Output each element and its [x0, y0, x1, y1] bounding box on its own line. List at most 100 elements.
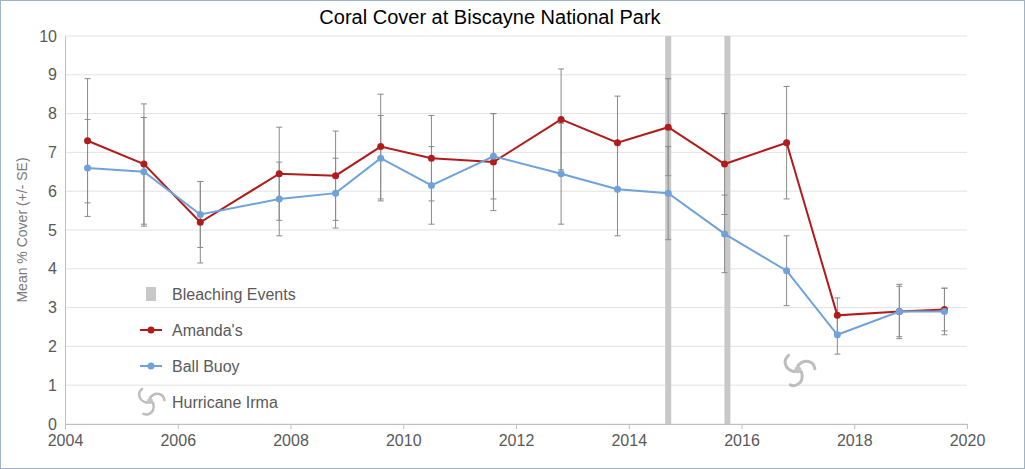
series-point [896, 308, 903, 315]
grid-line [65, 113, 967, 114]
series-point [834, 331, 841, 338]
error-bar [197, 182, 203, 263]
error-bar [896, 286, 902, 336]
legend-swatch [146, 287, 156, 301]
error-bar [834, 315, 840, 354]
series-point [665, 190, 672, 197]
y-tick: 2 [48, 338, 65, 355]
series-point [558, 170, 565, 177]
series-point [941, 308, 948, 315]
legend-label: Bleaching Events [172, 286, 296, 303]
bleaching-band [665, 36, 671, 424]
x-tick-label: 2010 [386, 432, 422, 449]
series-point [428, 182, 435, 189]
series-point [783, 267, 790, 274]
grid-line [65, 268, 967, 269]
grid [65, 36, 967, 424]
error-bar [490, 114, 496, 199]
x-tick-label: 2018 [837, 432, 873, 449]
series-point [140, 161, 147, 168]
x-tick-label: 2012 [499, 432, 535, 449]
icon-arm [150, 394, 164, 400]
legend-label: Amanda's [172, 322, 243, 339]
x-tick: 2018 [837, 424, 873, 449]
y-tick: 8 [48, 105, 65, 122]
legend-icon [137, 389, 165, 417]
grid-line [65, 385, 967, 386]
y-tick-label: 2 [48, 338, 57, 355]
x-tick-mark [854, 424, 855, 429]
series-point [665, 124, 672, 131]
series-point [332, 190, 339, 197]
grid-line [65, 74, 967, 75]
series-point [721, 161, 728, 168]
error-bar [378, 116, 384, 201]
series-point [428, 155, 435, 162]
legend-label: Hurricane Irma [172, 394, 278, 411]
y-axis-line [65, 37, 66, 425]
x-tick-mark [403, 424, 404, 429]
y-tick: 1 [48, 377, 65, 394]
error-bar [558, 123, 564, 224]
y-tick: 0 [48, 416, 65, 433]
series-point [84, 137, 91, 144]
legend: Bleaching Events Amanda's Ball Buoy Hurrica… [137, 286, 296, 417]
grid-line [65, 346, 967, 347]
legend-item: Hurricane Irma [137, 389, 278, 417]
y-tick-label: 6 [48, 183, 57, 200]
x-tick-label: 2016 [724, 432, 760, 449]
x-axis: 200420062008201020122014201620182020 [48, 424, 986, 449]
x-tick-label: 2006 [160, 432, 196, 449]
error-bar [784, 236, 790, 306]
frame [1, 1, 1025, 469]
x-tick-label: 2008 [273, 432, 309, 449]
y-tick: 6 [48, 183, 65, 200]
x-tick-mark [629, 424, 630, 429]
x-tick-mark [742, 424, 743, 429]
icon-arm [798, 361, 815, 368]
series-point [197, 219, 204, 226]
x-tick-mark [291, 424, 292, 429]
legend-label: Ball Buoy [172, 358, 240, 375]
error-bar [141, 117, 147, 226]
error-bar [333, 158, 339, 228]
y-tick-label: 10 [39, 28, 57, 45]
series-point [197, 211, 204, 218]
x-tick-label: 2014 [611, 432, 647, 449]
y-tick-label: 1 [48, 377, 57, 394]
y-tick-label: 0 [48, 416, 57, 433]
error-bar [722, 195, 728, 273]
x-tick-mark [516, 424, 517, 429]
y-tick-label: 3 [48, 299, 57, 316]
y-axis-title: Mean % Cover (+/- SE) [14, 157, 30, 302]
grid-line [65, 152, 967, 153]
error-bar [276, 162, 282, 236]
y-tick-label: 4 [48, 260, 57, 277]
series-point [332, 172, 339, 179]
error-bar [896, 284, 902, 338]
series-point [377, 155, 384, 162]
chart-svg: 2004200620082010201220142016201820200123… [0, 0, 1025, 469]
error-bar [614, 143, 620, 236]
error-bars [85, 69, 948, 354]
y-tick-label: 5 [48, 222, 57, 239]
y-tick-label: 7 [48, 144, 57, 161]
series-line [88, 156, 945, 334]
x-tick-mark [178, 424, 179, 429]
x-tick: 2016 [724, 424, 760, 449]
series-point [834, 312, 841, 319]
error-bar [428, 116, 434, 201]
y-tick: 7 [48, 144, 65, 161]
series-point [276, 170, 283, 177]
hurricane-icon [782, 355, 815, 388]
legend-item: Amanda's [140, 322, 243, 339]
x-tick: 2012 [499, 424, 535, 449]
series-point [558, 116, 565, 123]
x-tick: 2014 [611, 424, 647, 449]
y-tick: 3 [48, 299, 65, 316]
icon-arm [137, 389, 150, 405]
error-bar [428, 147, 434, 225]
series-point [490, 153, 497, 160]
x-tick-mark [65, 424, 66, 429]
x-tick: 2006 [160, 424, 196, 449]
